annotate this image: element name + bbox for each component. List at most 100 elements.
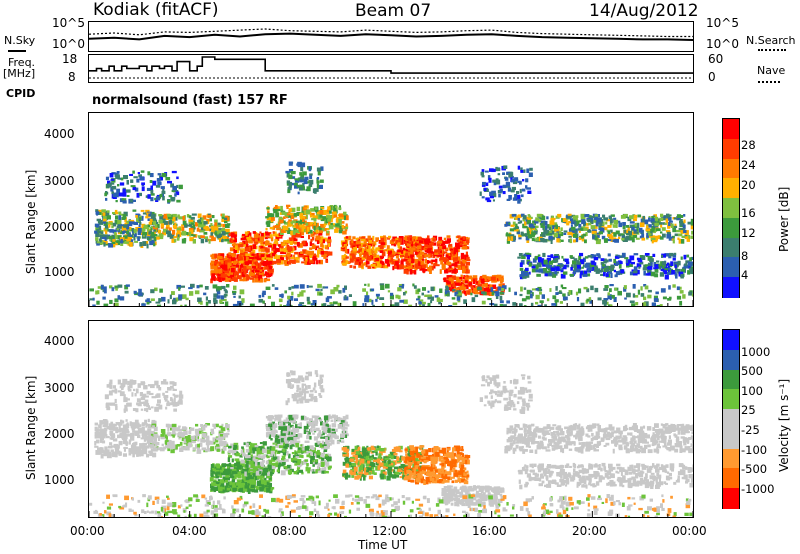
colorbar-segment <box>723 277 739 298</box>
heatmap-cell <box>110 445 116 448</box>
heatmap-cell <box>572 260 577 265</box>
heatmap-cell <box>544 273 548 277</box>
heatmap-cell <box>374 249 378 254</box>
heatmap-cell <box>462 284 466 288</box>
heatmap-cell <box>229 483 232 488</box>
heatmap-cell <box>416 265 422 269</box>
heatmap-cell <box>487 175 491 180</box>
heatmap-cell <box>365 264 368 268</box>
heatmap-cell <box>120 177 124 181</box>
heatmap-cell <box>641 218 645 223</box>
heatmap-cell <box>676 295 682 300</box>
heatmap-cell <box>114 298 119 303</box>
heatmap-cell <box>219 253 225 259</box>
heatmap-cell <box>221 466 225 470</box>
heatmap-cell <box>562 218 567 222</box>
heatmap-cell <box>270 217 275 221</box>
freq-ytick-right-bottom: 0 <box>708 70 716 84</box>
heatmap-cell <box>633 214 638 219</box>
heatmap-cell <box>542 252 546 258</box>
heatmap-cell <box>537 215 541 219</box>
heatmap-cell <box>150 289 155 294</box>
heatmap-cell <box>109 437 114 440</box>
heatmap-cell <box>155 442 158 447</box>
heatmap-cell <box>134 232 137 236</box>
heatmap-cell <box>654 216 659 221</box>
heatmap-cell <box>152 220 156 225</box>
heatmap-cell <box>567 231 573 235</box>
heatmap-cell <box>594 214 599 217</box>
heatmap-cell <box>95 211 100 215</box>
heatmap-cell <box>305 259 311 265</box>
heatmap-cell <box>234 260 238 263</box>
heatmap-cell <box>372 304 375 306</box>
heatmap-cell <box>157 181 162 186</box>
heatmap-cell <box>616 220 621 223</box>
heatmap-cell <box>301 186 305 191</box>
heatmap-cell <box>453 251 457 256</box>
heatmap-cell <box>627 226 630 232</box>
heatmap-cell <box>584 263 590 268</box>
heatmap-cell <box>143 385 148 390</box>
heatmap-cell <box>119 391 125 397</box>
heatmap-cell <box>327 221 331 224</box>
heatmap-cell <box>466 246 470 250</box>
heatmap-cell <box>606 219 612 222</box>
heatmap-cell <box>210 470 214 473</box>
heatmap-cell <box>609 304 613 306</box>
heatmap-cell <box>554 254 559 257</box>
heatmap-cell <box>568 239 571 243</box>
heatmap-cell <box>561 287 567 290</box>
heatmap-cell <box>362 248 365 253</box>
heatmap-cell <box>452 289 456 292</box>
heatmap-cell <box>647 289 652 293</box>
heatmap-cell <box>681 228 686 231</box>
heatmap-cell <box>367 235 371 240</box>
heatmap-cell <box>272 244 277 249</box>
heatmap-cell <box>664 222 667 225</box>
heatmap-cell <box>644 285 649 290</box>
heatmap-cell <box>542 226 545 230</box>
heatmap-cell <box>194 428 199 434</box>
heatmap-cell <box>168 439 172 445</box>
heatmap-cell <box>471 297 476 303</box>
heatmap-cell <box>681 235 686 239</box>
heatmap-cell <box>115 287 118 291</box>
heatmap-cell <box>190 222 195 225</box>
heatmap-cell <box>215 482 220 485</box>
heatmap-cell <box>675 263 679 268</box>
heatmap-cell <box>442 257 448 263</box>
heatmap-cell <box>605 269 610 272</box>
heatmap-cell <box>560 239 564 242</box>
heatmap-cell <box>514 291 517 296</box>
heatmap-cell <box>113 196 117 199</box>
heatmap-cell <box>152 180 157 186</box>
heatmap-cell <box>509 228 514 232</box>
heatmap-cell <box>389 240 392 244</box>
heatmap-cell <box>109 285 113 289</box>
heatmap-cell <box>317 237 321 240</box>
noise-plot <box>89 28 693 41</box>
heatmap-cell <box>688 291 692 296</box>
heatmap-cell <box>605 221 608 225</box>
heatmap-cell <box>224 238 230 242</box>
heatmap-cell <box>170 445 175 448</box>
heatmap-cell <box>447 286 451 290</box>
heatmap-cell <box>415 241 421 247</box>
heatmap-cell <box>475 281 478 284</box>
heatmap-cell <box>165 216 170 220</box>
heatmap-cell <box>465 251 468 256</box>
heatmap-cell <box>207 214 212 218</box>
heatmap-cell <box>656 218 661 222</box>
heatmap-cell <box>536 264 539 270</box>
heatmap-cell <box>358 248 362 252</box>
heatmap-cell <box>188 431 191 435</box>
colorbar-segment <box>723 158 739 180</box>
heatmap-cell <box>504 223 508 227</box>
heatmap-cell <box>620 233 625 236</box>
heatmap-cell <box>607 230 610 234</box>
heatmap-cell <box>211 229 214 235</box>
heatmap-cell <box>570 221 574 225</box>
heatmap-cell <box>432 254 436 259</box>
heatmap-cell <box>646 232 649 238</box>
